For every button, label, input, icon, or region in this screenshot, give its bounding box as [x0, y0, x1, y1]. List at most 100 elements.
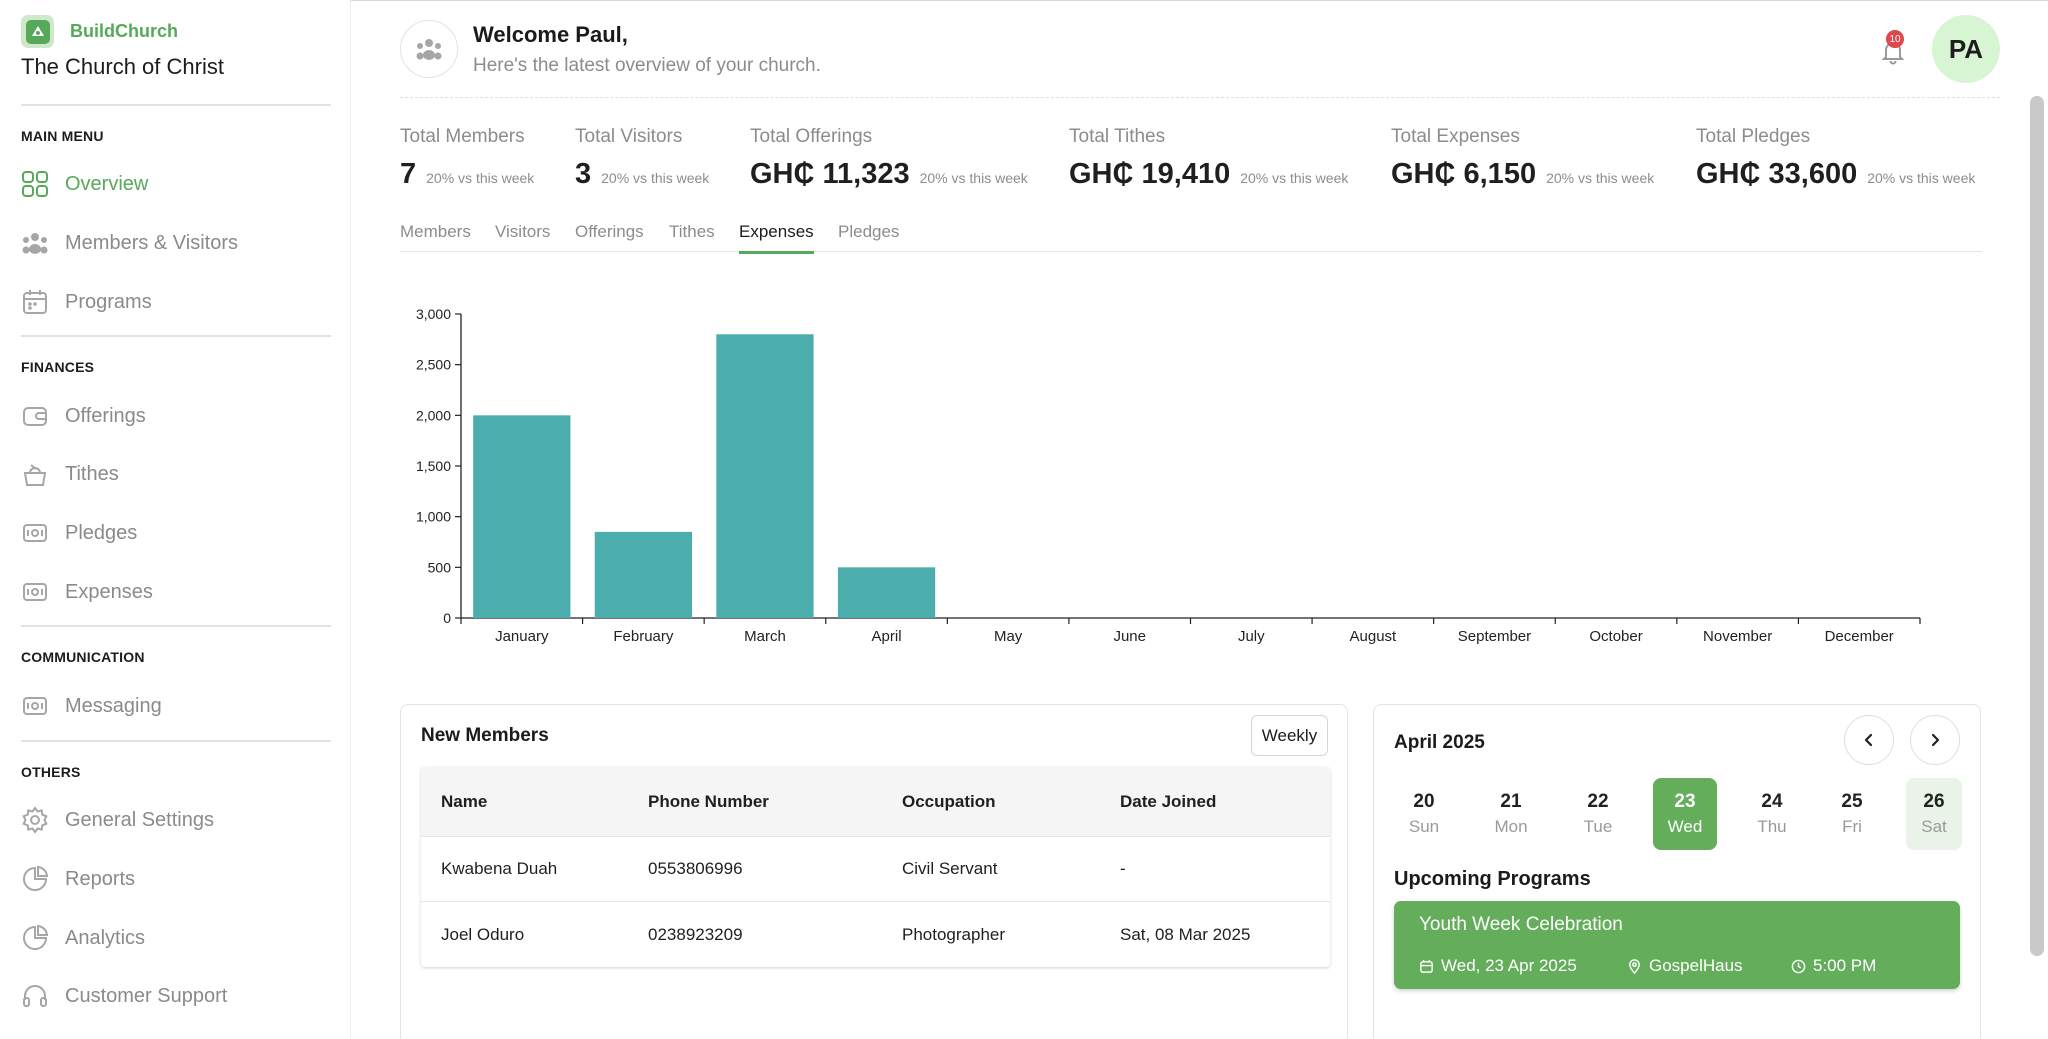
program-card[interactable]: Youth Week Celebration Wed, 23 Apr 2025 …: [1394, 901, 1960, 989]
x-tick-label: February: [613, 628, 674, 645]
stat-delta: 20% vs this week: [426, 170, 535, 186]
day-name: Wed: [1667, 817, 1703, 836]
basket-icon: [21, 460, 49, 488]
x-tick-label: January: [495, 628, 549, 645]
y-tick-label: 0: [443, 610, 451, 626]
stat-value: GH₵ 33,600: [1696, 158, 1858, 190]
stat-value: GH₵ 11,323: [750, 158, 910, 190]
program-date-text: Wed, 23 Apr 2025: [1441, 956, 1577, 975]
stat-total-pledges: Total Pledges GH₵ 33,600 20% vs this week: [1696, 126, 1975, 191]
stat-total-tithes: Total Tithes GH₵ 19,410 20% vs this week: [1069, 126, 1348, 191]
calendar-month: April 2025: [1394, 732, 1485, 753]
brand[interactable]: BuildChurch: [21, 15, 178, 48]
tab-expenses[interactable]: Expenses: [739, 222, 814, 254]
tab-pledges[interactable]: Pledges: [838, 222, 900, 241]
sidebar-item-label: Reports: [65, 867, 136, 890]
calendar-day[interactable]: 22 Tue: [1566, 778, 1630, 850]
chart-tabs: Members Visitors Offerings Tithes Expens…: [400, 218, 1982, 254]
x-tick-label: September: [1458, 628, 1531, 645]
program-time: 5:00 PM: [1791, 956, 1876, 976]
day-number: 25: [1841, 791, 1863, 812]
column-header-name[interactable]: Name: [441, 791, 488, 811]
calendar-day[interactable]: 21 Mon: [1479, 778, 1543, 850]
calendar-day-selected[interactable]: 23 Wed: [1653, 778, 1717, 850]
sidebar-item-members-visitors[interactable]: Members & Visitors: [21, 225, 238, 261]
sidebar-item-pledges[interactable]: Pledges: [21, 515, 137, 551]
sidebar-item-offerings[interactable]: Offerings: [21, 398, 146, 434]
pie-chart-icon: [21, 865, 49, 893]
church-avatar: [400, 20, 458, 78]
column-header-occupation[interactable]: Occupation: [902, 791, 996, 811]
stat-total-offerings: Total Offerings GH₵ 11,323 20% vs this we…: [750, 126, 1028, 191]
program-time-text: 5:00 PM: [1813, 956, 1877, 975]
money-icon: [21, 692, 49, 720]
cell-name: Kwabena Duah: [441, 859, 558, 878]
sidebar-item-analytics[interactable]: Analytics: [21, 920, 145, 956]
calendar-day[interactable]: 26 Sat: [1906, 778, 1962, 850]
section-communication: COMMUNICATION: [21, 649, 145, 665]
stat-delta: 20% vs this week: [919, 170, 1028, 186]
divider: [21, 625, 331, 627]
section-main-menu: MAIN MENU: [21, 128, 104, 144]
user-avatar[interactable]: PA: [1932, 15, 2000, 83]
tab-offerings[interactable]: Offerings: [575, 222, 644, 241]
sidebar-item-general-settings[interactable]: General Settings: [21, 802, 214, 838]
table-header: Name Phone Number Occupation Date Joined: [421, 767, 1330, 837]
x-tick-label: December: [1825, 628, 1894, 645]
calendar-day[interactable]: 25 Fri: [1820, 778, 1884, 850]
expenses-bar-chart: 0 500 1,000 1,500 2,000 2,500 3,000 January Febr…: [416, 306, 1921, 645]
calendar-day[interactable]: 24 Thu: [1740, 778, 1804, 850]
table-row[interactable]: Joel Oduro 0238923209 Photographer Sat, …: [421, 902, 1330, 967]
stat-total-members: Total Members 7 20% vs this week: [400, 126, 534, 191]
tab-members[interactable]: Members: [400, 222, 471, 241]
column-header-phone[interactable]: Phone Number: [648, 791, 769, 811]
cell-date-joined: Sat, 08 Mar 2025: [1120, 924, 1251, 944]
chevron-left-icon: [1864, 733, 1873, 747]
bar-january: [473, 415, 571, 618]
sidebar-item-reports[interactable]: Reports: [21, 861, 135, 897]
y-tick-label: 1,000: [416, 509, 451, 525]
headset-icon: [21, 982, 49, 1010]
sidebar-item-tithes[interactable]: Tithes: [21, 456, 119, 492]
welcome-title: Welcome Paul,: [473, 22, 628, 47]
stat-value: 7: [400, 158, 417, 190]
expenses-chart: 0 500 1,000 1,500 2,000 2,500 3,000 January Febr…: [400, 290, 2000, 650]
welcome-subtitle: Here's the latest overview of your churc…: [473, 55, 821, 76]
sidebar-item-label: Tithes: [65, 462, 119, 485]
sidebar-item-customer-support[interactable]: Customer Support: [21, 978, 227, 1014]
stat-label: Total Offerings: [750, 126, 873, 147]
x-tick-label: May: [994, 628, 1023, 645]
divider: [21, 104, 331, 106]
bar-march: [716, 334, 814, 618]
prev-week-button[interactable]: [1844, 715, 1894, 765]
church-name: The Church of Christ: [21, 54, 224, 79]
table-row[interactable]: Kwabena Duah 0553806996 Civil Servant -: [421, 837, 1330, 902]
column-header-date-joined[interactable]: Date Joined: [1120, 791, 1217, 811]
program-title: Youth Week Celebration: [1419, 914, 1623, 935]
cell-phone: 0553806996: [648, 859, 743, 878]
sidebar-item-label: Analytics: [65, 926, 146, 949]
tab-tithes[interactable]: Tithes: [669, 222, 715, 241]
weekly-filter-button[interactable]: Weekly: [1251, 715, 1328, 756]
sidebar-item-overview[interactable]: Overview: [21, 166, 148, 202]
y-tick-label: 2,500: [416, 357, 451, 373]
tab-visitors[interactable]: Visitors: [495, 222, 551, 241]
sidebar-item-label: Offerings: [65, 404, 146, 427]
money-icon: [21, 578, 49, 606]
sidebar-item-expenses[interactable]: Expenses: [21, 574, 153, 610]
day-number: 21: [1500, 791, 1522, 812]
sidebar-item-messaging[interactable]: Messaging: [21, 688, 162, 724]
page-scrollbar[interactable]: [2030, 96, 2044, 956]
section-finances: FINANCES: [21, 359, 95, 375]
next-week-button[interactable]: [1910, 715, 1960, 765]
cell-occupation: Photographer: [902, 924, 1006, 944]
sidebar-item-programs[interactable]: Programs: [21, 284, 152, 320]
program-location: GospelHaus: [1627, 956, 1743, 976]
x-tick-label: October: [1589, 628, 1642, 645]
day-name: Thu: [1757, 817, 1787, 836]
day-number: 26: [1923, 791, 1945, 812]
location-pin-icon: [1629, 958, 1640, 974]
stat-delta: 20% vs this week: [1240, 170, 1349, 186]
calendar-day[interactable]: 20 Sun: [1392, 778, 1456, 850]
brand-logo: [21, 15, 54, 48]
